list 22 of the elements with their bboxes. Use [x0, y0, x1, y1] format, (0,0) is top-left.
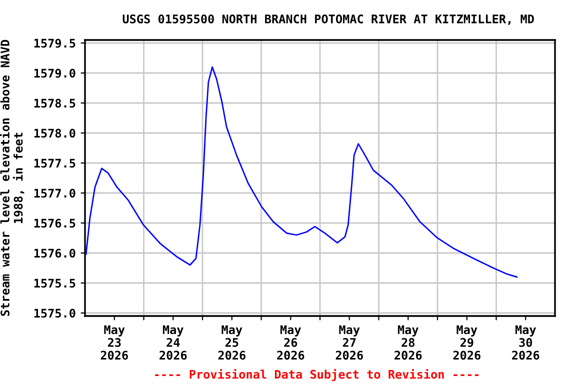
y-tick-label: 1577.5: [34, 158, 76, 168]
y-tick-label: 1578.5: [34, 98, 76, 108]
x-tick-label: May 30 2026: [512, 325, 540, 360]
chart-title: USGS 01595500 NORTH BRANCH POTOMAC RIVER AT KITZMILLER, MD: [122, 14, 534, 25]
y-tick-label: 1575.5: [34, 278, 76, 288]
y-tick-label: 1577.0: [34, 188, 76, 198]
x-tick-label: May 26 2026: [277, 325, 304, 360]
y-axis-title: Stream water level elevation above NAVD 1988, in feet: [0, 40, 24, 316]
y-tick-label: 1576.0: [34, 248, 76, 258]
x-tick-label: May 27 2026: [336, 325, 363, 360]
y-tick-label: 1579.5: [34, 38, 76, 48]
x-tick-label: May 23 2026: [100, 325, 128, 360]
y-tick-label: 1578.0: [34, 128, 76, 138]
text: ---- Provisional Data Subject to Revision ----: [155, 368, 479, 382]
x-tick-label: May 29 2026: [453, 325, 480, 360]
y-tick-label: 1575.0: [34, 308, 76, 318]
x-tick-label: May 24 2026: [160, 325, 187, 360]
y-tick-label: 1579.0: [34, 68, 76, 78]
line-series: [85, 66, 518, 278]
x-tick-label: May 25 2026: [218, 325, 246, 360]
x-tick-label: May 28 2026: [394, 325, 422, 360]
y-tick-label: 1576.5: [34, 218, 76, 228]
